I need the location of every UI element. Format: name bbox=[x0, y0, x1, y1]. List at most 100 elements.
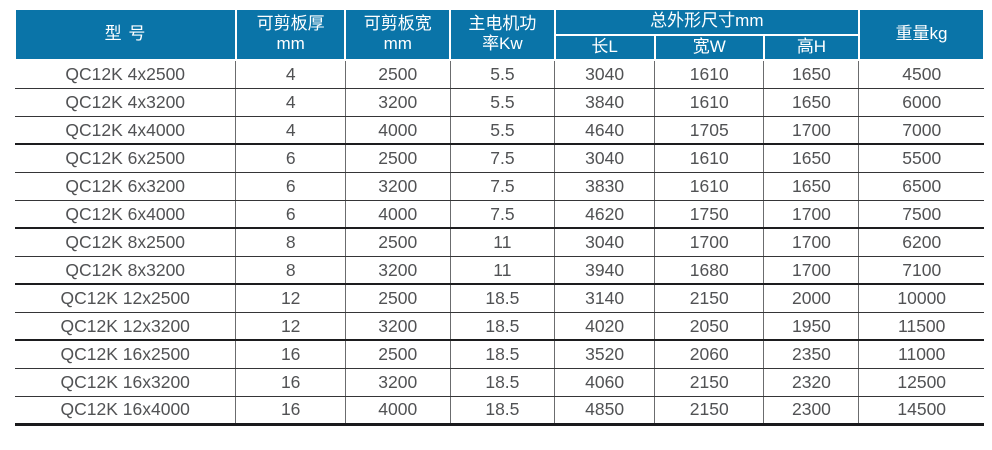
table-row: QC12K 4x3200 4 3200 5.5 3840 1610 1650 6… bbox=[15, 88, 984, 117]
cell-motor-power: 18.5 bbox=[449, 284, 555, 313]
cell-weight: 7000 bbox=[858, 116, 984, 146]
header-dim-width: 宽W bbox=[653, 33, 765, 62]
cell-shear-thickness: 6 bbox=[235, 172, 346, 201]
table-row: QC12K 6x3200 6 3200 7.5 3830 1610 1650 6… bbox=[15, 172, 984, 201]
header-weight: 重量kg bbox=[857, 7, 986, 62]
header-overall-dimensions: 总外形尺寸mm bbox=[553, 8, 860, 36]
cell-weight: 10000 bbox=[858, 284, 984, 313]
cell-shear-width: 2500 bbox=[344, 228, 451, 257]
cell-length: 3040 bbox=[554, 228, 655, 257]
cell-shear-width: 3200 bbox=[344, 368, 451, 397]
cell-height: 2350 bbox=[763, 340, 859, 369]
cell-height: 1650 bbox=[763, 144, 859, 173]
cell-width: 1705 bbox=[653, 116, 764, 146]
cell-width: 2150 bbox=[653, 396, 764, 426]
cell-model: QC12K 4x2500 bbox=[15, 60, 236, 89]
table-row: QC12K 16x3200 16 3200 18.5 4060 2150 232… bbox=[15, 368, 984, 397]
cell-model: QC12K 6x2500 bbox=[15, 144, 236, 173]
cell-width: 1610 bbox=[653, 60, 764, 89]
cell-model: QC12K 4x4000 bbox=[15, 116, 236, 146]
cell-height: 1700 bbox=[763, 200, 859, 230]
table-row: QC12K 12x3200 12 3200 18.5 4020 2050 195… bbox=[15, 312, 984, 342]
cell-length: 3840 bbox=[554, 88, 655, 117]
cell-model: QC12K 16x3200 bbox=[15, 368, 236, 397]
cell-length: 3830 bbox=[554, 172, 655, 201]
cell-height: 1650 bbox=[763, 60, 859, 89]
cell-model: QC12K 8x2500 bbox=[15, 228, 236, 257]
cell-motor-power: 18.5 bbox=[449, 396, 555, 426]
cell-shear-width: 3200 bbox=[344, 88, 451, 117]
cell-length: 4640 bbox=[554, 116, 655, 146]
cell-width: 2150 bbox=[653, 368, 764, 397]
cell-shear-width: 3200 bbox=[344, 312, 451, 342]
cell-shear-thickness: 16 bbox=[235, 396, 346, 426]
cell-length: 3140 bbox=[554, 284, 655, 313]
cell-shear-thickness: 6 bbox=[235, 200, 346, 230]
cell-width: 2060 bbox=[653, 340, 764, 369]
table-row: QC12K 16x2500 16 2500 18.5 3520 2060 235… bbox=[15, 340, 984, 369]
cell-weight: 11000 bbox=[858, 340, 984, 369]
table-header: 型 号 可剪板厚 mm 可剪板宽 mm 主电机功 率Kw 总外形尺寸mm 重量k… bbox=[14, 7, 986, 62]
cell-shear-thickness: 16 bbox=[235, 368, 346, 397]
table-row: QC12K 8x3200 8 3200 11 3940 1680 1700 71… bbox=[15, 256, 984, 286]
cell-motor-power: 18.5 bbox=[449, 340, 555, 369]
table-row: QC12K 6x2500 6 2500 7.5 3040 1610 1650 5… bbox=[15, 144, 984, 173]
cell-motor-power: 18.5 bbox=[449, 312, 555, 342]
cell-model: QC12K 6x4000 bbox=[15, 200, 236, 230]
table-row: QC12K 4x4000 4 4000 5.5 4640 1705 1700 7… bbox=[15, 116, 984, 146]
header-shear-thickness-unit: mm bbox=[276, 34, 305, 54]
cell-weight: 7100 bbox=[858, 256, 984, 286]
header-motor-power: 主电机功 率Kw bbox=[449, 7, 556, 62]
header-shear-thickness-line1: 可剪板厚 bbox=[256, 13, 325, 33]
cell-model: QC12K 16x4000 bbox=[15, 396, 236, 426]
cell-shear-width: 3200 bbox=[344, 256, 451, 286]
cell-shear-thickness: 12 bbox=[235, 284, 346, 313]
cell-height: 1650 bbox=[763, 88, 859, 117]
cell-weight: 12500 bbox=[858, 368, 984, 397]
cell-shear-thickness: 16 bbox=[235, 340, 346, 369]
cell-motor-power: 7.5 bbox=[449, 200, 555, 230]
cell-width: 2050 bbox=[653, 312, 764, 342]
cell-shear-width: 3200 bbox=[344, 172, 451, 201]
cell-width: 1680 bbox=[653, 256, 764, 286]
cell-model: QC12K 12x2500 bbox=[15, 284, 236, 313]
cell-shear-width: 4000 bbox=[344, 200, 451, 230]
header-motor-power-line1: 主电机功 bbox=[468, 13, 537, 33]
cell-shear-width: 4000 bbox=[344, 116, 451, 146]
cell-width: 1750 bbox=[653, 200, 764, 230]
cell-length: 4060 bbox=[554, 368, 655, 397]
cell-weight: 11500 bbox=[858, 312, 984, 342]
header-shear-width-unit: mm bbox=[383, 34, 412, 54]
cell-shear-width: 2500 bbox=[344, 60, 451, 89]
cell-model: QC12K 4x3200 bbox=[15, 88, 236, 117]
cell-shear-width: 4000 bbox=[344, 396, 451, 426]
cell-weight: 14500 bbox=[858, 396, 984, 426]
cell-length: 3940 bbox=[554, 256, 655, 286]
header-shear-thickness: 可剪板厚 mm bbox=[234, 7, 347, 62]
cell-motor-power: 11 bbox=[449, 228, 555, 257]
spec-table: 型 号 可剪板厚 mm 可剪板宽 mm 主电机功 率Kw 总外形尺寸mm 重量k… bbox=[14, 7, 986, 426]
table-row: QC12K 6x4000 6 4000 7.5 4620 1750 1700 7… bbox=[15, 200, 984, 230]
cell-model: QC12K 6x3200 bbox=[15, 172, 236, 201]
cell-height: 1650 bbox=[763, 172, 859, 201]
cell-width: 1610 bbox=[653, 144, 764, 173]
cell-shear-width: 2500 bbox=[344, 284, 451, 313]
cell-weight: 4500 bbox=[858, 60, 984, 89]
cell-height: 1950 bbox=[763, 312, 859, 342]
cell-height: 1700 bbox=[763, 116, 859, 146]
cell-weight: 6000 bbox=[858, 88, 984, 117]
cell-length: 4620 bbox=[554, 200, 655, 230]
cell-motor-power: 5.5 bbox=[449, 60, 555, 89]
cell-weight: 6200 bbox=[858, 228, 984, 257]
header-motor-power-line2: 率Kw bbox=[482, 34, 523, 54]
table-row: QC12K 12x2500 12 2500 18.5 3140 2150 200… bbox=[15, 284, 984, 313]
cell-length: 3040 bbox=[554, 144, 655, 173]
header-shear-width: 可剪板宽 mm bbox=[344, 7, 452, 62]
cell-motor-power: 7.5 bbox=[449, 172, 555, 201]
header-shear-width-line1: 可剪板宽 bbox=[363, 13, 432, 33]
cell-motor-power: 5.5 bbox=[449, 116, 555, 146]
cell-shear-thickness: 4 bbox=[235, 88, 346, 117]
cell-shear-thickness: 4 bbox=[235, 116, 346, 146]
cell-height: 1700 bbox=[763, 256, 859, 286]
cell-length: 4020 bbox=[554, 312, 655, 342]
